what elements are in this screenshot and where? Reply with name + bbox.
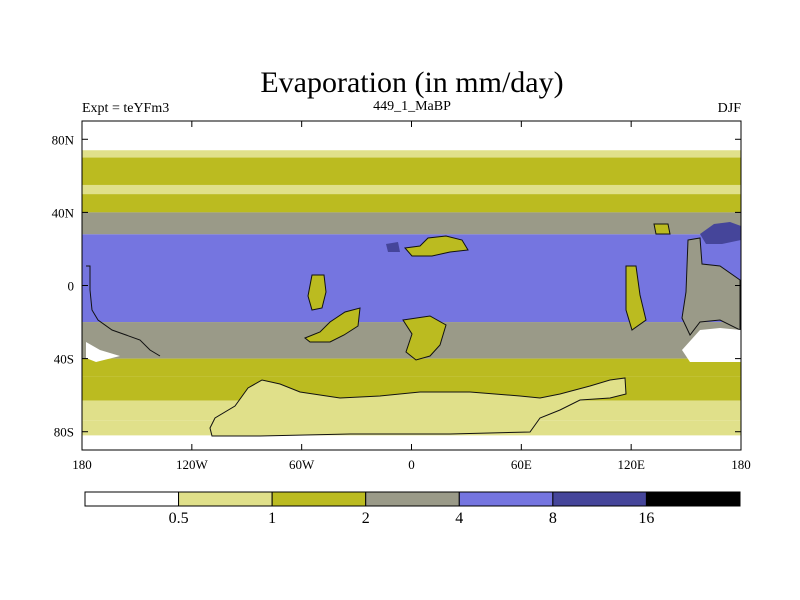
land-patch-west-coast-strip	[86, 265, 161, 357]
colorbar-label: 1	[268, 510, 276, 527]
axis-ticks: 180 120W 60W 0 60E 120E 180 80N 40N 0 40S 80S	[52, 121, 751, 472]
colorbar-swatch	[365, 491, 460, 507]
land-patch-antarctica	[209, 377, 627, 437]
land-patch-south-america-coast	[304, 307, 361, 343]
colorbar-label: 4	[455, 510, 463, 527]
land-patch-atlantic-deep	[386, 242, 400, 252]
colorbar-label: 8	[549, 510, 557, 527]
x-tick-label: 60E	[511, 457, 532, 472]
map-panel	[81, 120, 742, 451]
land-patch-southwest-pacific	[682, 328, 741, 362]
x-tick-label: 120W	[176, 457, 209, 472]
x-tick-label: 180	[72, 457, 92, 472]
land-patch-pacific-deep	[700, 222, 741, 244]
zonal-band	[82, 212, 741, 235]
colorbar-swatch	[84, 491, 180, 507]
chart-title: Evaporation (in mm/day)	[260, 66, 563, 99]
land-features	[86, 222, 741, 437]
land-patch-africa-south	[402, 315, 447, 361]
zonal-band	[82, 184, 741, 195]
x-tick-label: 180	[731, 457, 751, 472]
land-patch-east-asia	[653, 223, 671, 235]
y-tick-label: 80S	[54, 425, 74, 440]
colorbar-swatch	[178, 491, 273, 507]
zonal-band	[82, 157, 741, 185]
y-tick-label: 0	[68, 279, 75, 294]
y-tick-label: 40S	[54, 352, 74, 367]
land-patch-southeast-pacific	[86, 342, 120, 362]
zonal-band	[82, 150, 741, 158]
colorbar-label: 16	[638, 510, 654, 527]
y-tick-label: 40N	[52, 205, 75, 220]
zonal-band	[82, 358, 741, 377]
colorbar-swatch	[645, 491, 741, 507]
land-patch-south-america-west	[307, 274, 327, 311]
x-tick-label: 60W	[289, 457, 315, 472]
colorbar: 0.5 1 2 4 8 16	[84, 491, 741, 527]
subtitle-season: DJF	[718, 101, 742, 116]
land-patch-eurasia	[404, 235, 469, 257]
colorbar-label: 0.5	[169, 510, 189, 527]
land-patch-india	[625, 265, 647, 331]
zonal-band	[82, 194, 741, 213]
subtitle-experiment: Expt = teYFm3	[82, 101, 169, 116]
y-tick-label: 80N	[52, 132, 75, 147]
colorbar-swatch	[552, 491, 647, 507]
colorbar-label: 2	[362, 510, 370, 527]
subtitle-period: 449_1_MaBP	[373, 99, 451, 114]
x-tick-label: 0	[408, 457, 415, 472]
colorbar-swatch	[271, 491, 367, 507]
x-tick-label: 120E	[617, 457, 645, 472]
colorbar-swatch	[458, 491, 554, 507]
land-patch-australia-north	[681, 237, 741, 336]
